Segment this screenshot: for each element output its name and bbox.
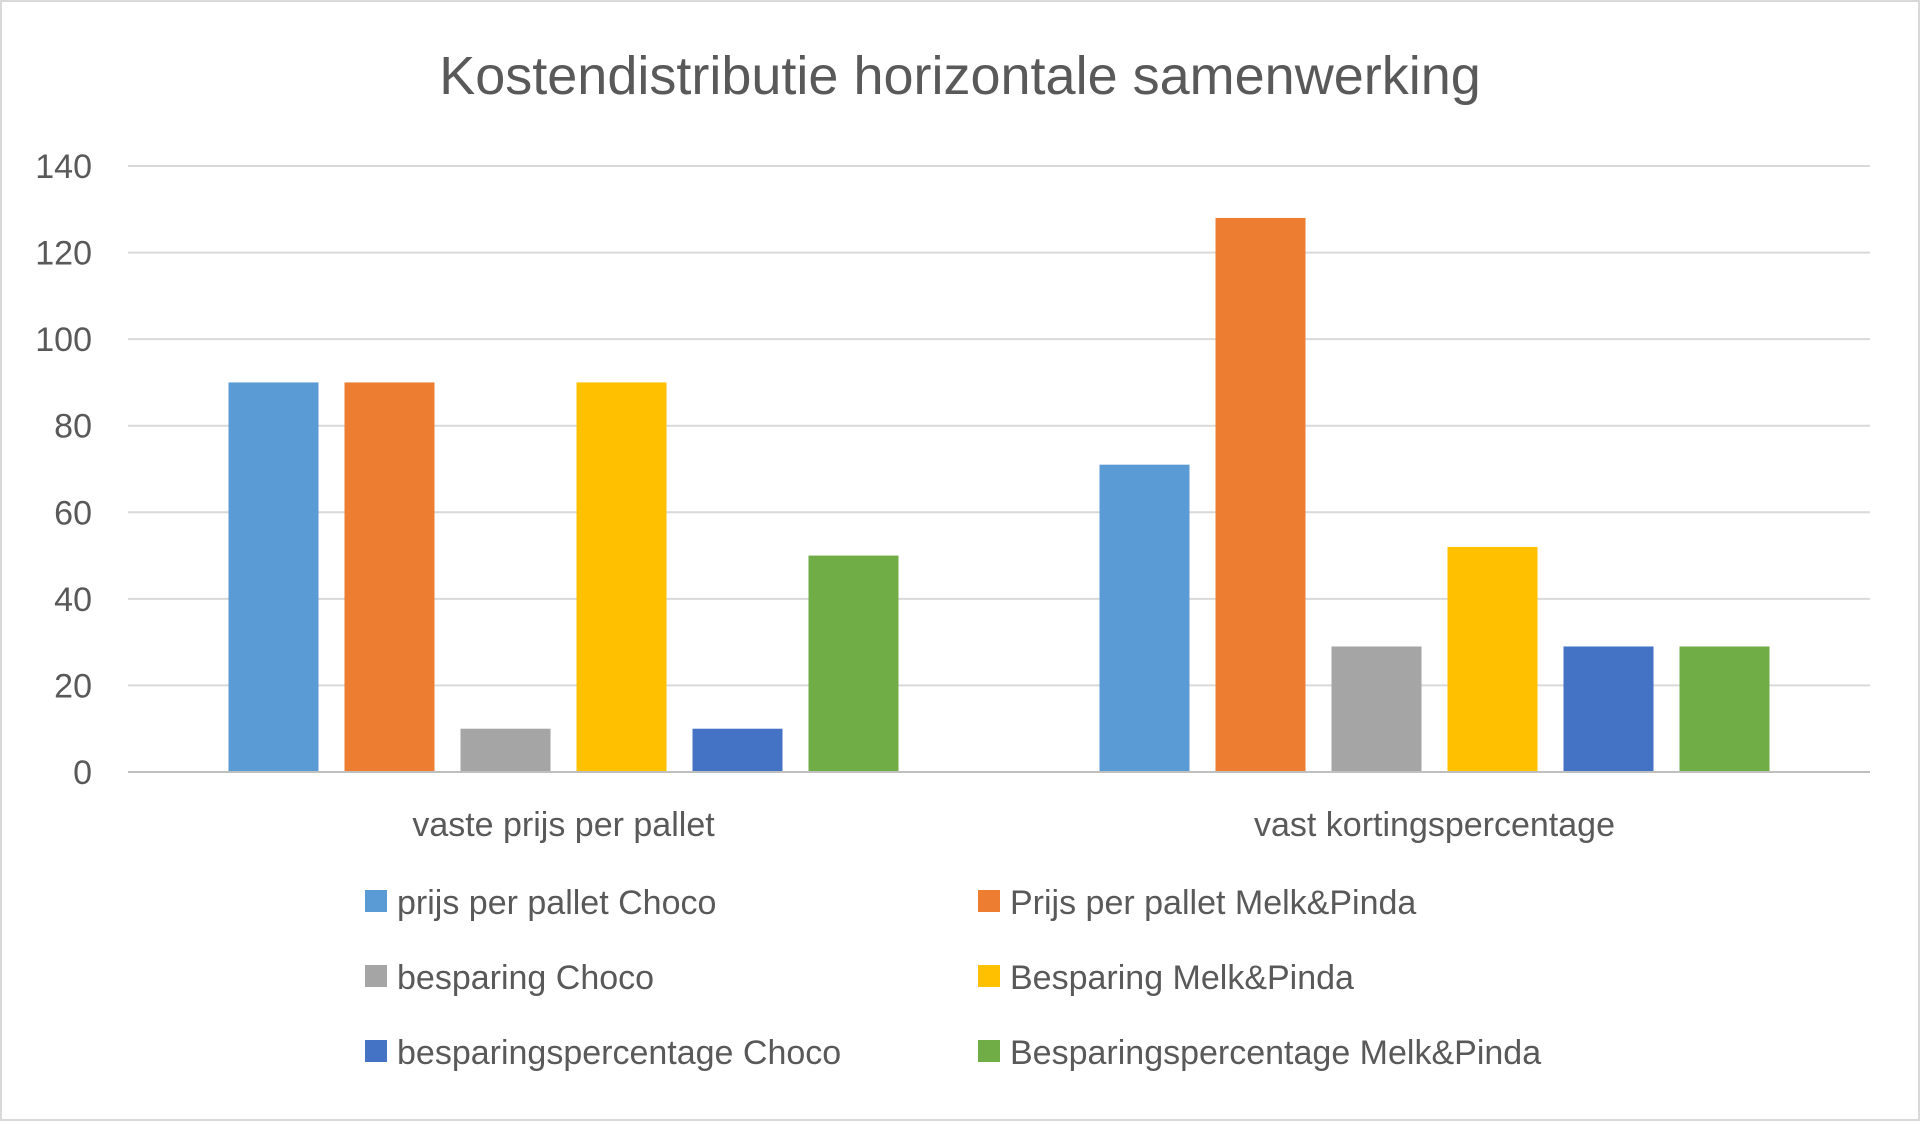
bar	[460, 728, 551, 772]
bar	[1447, 546, 1538, 772]
y-tick-label: 20	[54, 667, 92, 705]
y-tick-label: 0	[73, 754, 92, 792]
bar	[1215, 217, 1306, 772]
bar	[1679, 646, 1770, 772]
legend-swatch	[978, 1040, 1000, 1062]
y-tick-label: 40	[54, 581, 92, 619]
x-category-label: vaste prijs per pallet	[412, 806, 715, 844]
bar	[228, 382, 319, 772]
legend-swatch	[365, 890, 387, 912]
legend-entry: besparingspercentage Choco	[397, 1034, 841, 1072]
y-axis-tick-labels: 0 20 40 60 80 100 120 140	[35, 148, 92, 792]
bar	[576, 382, 667, 772]
y-tick-label: 140	[35, 148, 92, 186]
legend-entry: Besparingspercentage Melk&Pinda	[1010, 1034, 1541, 1072]
legend-entry: Prijs per pallet Melk&Pinda	[1010, 884, 1416, 922]
y-tick-label: 100	[35, 321, 92, 359]
legend-entry: Besparing Melk&Pinda	[1010, 959, 1354, 997]
y-tick-label: 60	[54, 494, 92, 532]
legend: prijs per pallet Choco Prijs per pallet M…	[365, 884, 1541, 1072]
legend-swatch	[978, 890, 1000, 912]
bar	[692, 728, 783, 772]
bars	[128, 217, 1870, 773]
legend-entry: prijs per pallet Choco	[397, 884, 716, 922]
legend-swatch	[365, 1040, 387, 1062]
bar	[1563, 646, 1654, 772]
legend-swatch	[365, 965, 387, 987]
y-tick-label: 120	[35, 235, 92, 273]
y-tick-label: 80	[54, 408, 92, 446]
x-axis-category-labels: vaste prijs per pallet vast kortingsperce…	[412, 806, 1615, 844]
x-category-label: vast kortingspercentage	[1254, 806, 1615, 844]
chart-title: Kostendistributie horizontale samenwerki…	[439, 46, 1481, 106]
bar	[344, 382, 435, 772]
bar	[1099, 464, 1190, 772]
legend-entry: besparing Choco	[397, 959, 654, 997]
bar	[808, 555, 899, 772]
bar	[1331, 646, 1422, 772]
legend-swatch	[978, 965, 1000, 987]
